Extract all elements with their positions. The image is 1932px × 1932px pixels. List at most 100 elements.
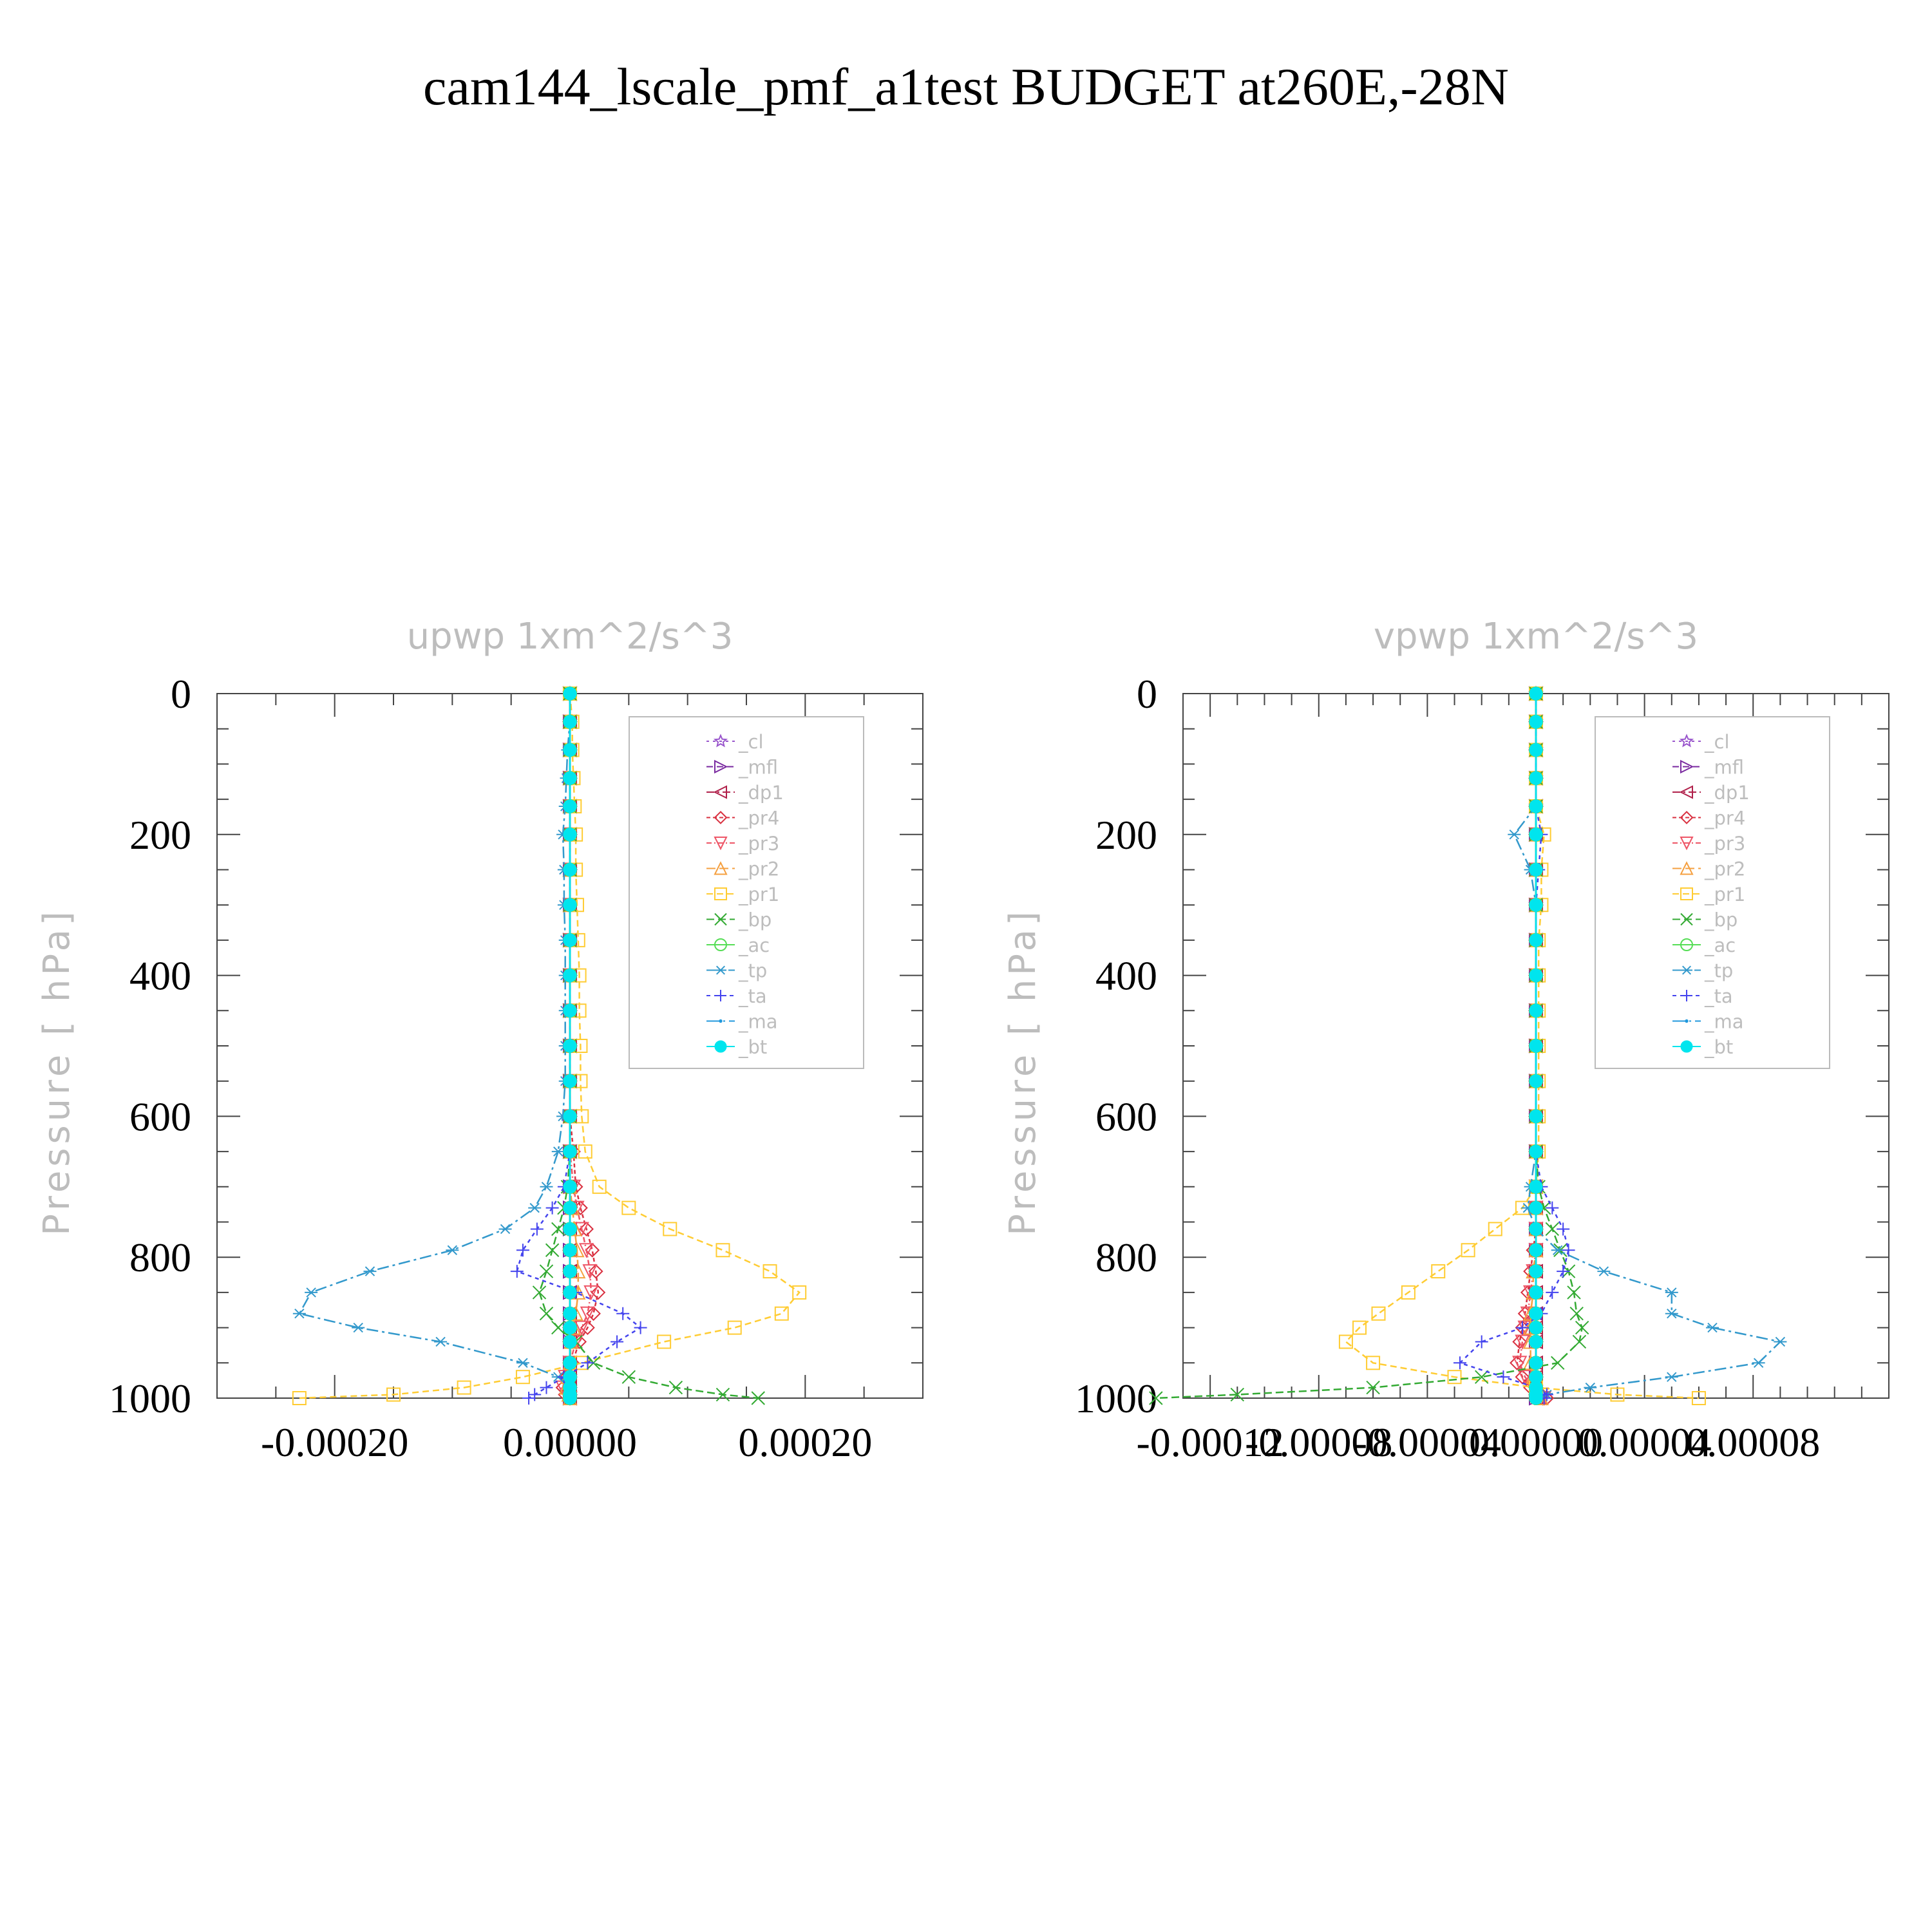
y-tick-label: 600 (129, 1094, 191, 1139)
data-point (1517, 1370, 1533, 1385)
data-point (1529, 1243, 1543, 1257)
y-tick-label: 200 (129, 812, 191, 858)
data-point (530, 1222, 544, 1236)
data-point (1691, 1391, 1706, 1405)
data-point (1557, 1265, 1570, 1278)
data-point (1529, 799, 1543, 813)
x-tick-label: -0.00020 (261, 1419, 408, 1465)
legend-marker (1681, 990, 1692, 1001)
legend-marker (714, 759, 728, 774)
data-point (1512, 1334, 1528, 1349)
data-point (498, 1224, 512, 1235)
data-point (1453, 1356, 1466, 1370)
legend-label: _bt (1704, 1036, 1733, 1058)
x-tick-label: -0.00012 (1136, 1419, 1283, 1465)
legend-label: _cl (1704, 731, 1730, 753)
data-point (1545, 1222, 1559, 1236)
data-point (545, 1243, 560, 1257)
y-tick-label: 1000 (1075, 1376, 1157, 1421)
data-point (1584, 1382, 1597, 1393)
data-point (1529, 933, 1543, 947)
legend-marker (1680, 887, 1693, 900)
legend-label: _pr1 (1704, 884, 1745, 905)
legend-box (629, 716, 864, 1069)
data-point (1529, 1039, 1543, 1053)
legend-label: _mfl (738, 757, 778, 779)
y-tick-label: 0 (171, 671, 191, 717)
legend-marker (1680, 759, 1694, 774)
legend-label: _pr2 (1704, 858, 1745, 880)
legend-marker (714, 837, 728, 851)
data-point (1475, 1335, 1488, 1349)
legend-label: _ma (1704, 1011, 1744, 1033)
legend-marker (714, 938, 727, 951)
legend-marker (1680, 811, 1694, 824)
data-point (1461, 1243, 1475, 1258)
legend-label: _pr3 (738, 833, 779, 855)
y-tick-label: 400 (129, 953, 191, 999)
legend-marker (714, 811, 728, 824)
data-point (578, 1243, 594, 1258)
data-point (515, 1370, 530, 1385)
data-point (715, 1243, 730, 1258)
x-tick-label: 0.00004 (1578, 1419, 1712, 1465)
data-point (1512, 1356, 1528, 1371)
data-point (292, 1391, 307, 1405)
legend-label: _dp1 (1704, 782, 1750, 804)
data-point (634, 1321, 647, 1334)
data-point (1665, 1309, 1678, 1319)
data-point (715, 1387, 730, 1402)
y-tick-label: 0 (1137, 671, 1157, 717)
y-axis-label: Pressure [ hPa] (36, 907, 78, 1235)
data-point (1529, 828, 1543, 842)
data-point (563, 1222, 577, 1236)
legend-marker (714, 861, 728, 875)
data-point (621, 1200, 636, 1215)
y-axis: 0 200 400 600 800 1000 (1075, 671, 1889, 1421)
data-point (540, 1182, 553, 1192)
y-tick-label: 400 (1095, 953, 1157, 999)
data-point (657, 1334, 672, 1349)
y-axis: 0 200 400 600 800 1000 (109, 671, 923, 1421)
legend: _cl _mfl _dp1 _pr4 _pr3 _pr2 _pr1 _bp _ac _tp _ta _… (1595, 716, 1830, 1069)
chart-panel-1: upwp 1xm^2/s^3 Pressure [ hPa] 0 200 400 600 8… (36, 616, 923, 1465)
series-group (1149, 685, 1787, 1406)
data-point (551, 1222, 565, 1236)
data-point (1529, 1264, 1543, 1278)
data-point (563, 1201, 577, 1215)
data-point (1575, 1320, 1589, 1335)
x-tick-label: 0.00000 (1469, 1419, 1603, 1465)
data-point (1447, 1370, 1462, 1385)
legend-label: _ma (738, 1011, 778, 1033)
legend-label: _tp (738, 960, 767, 982)
legend-marker (1680, 861, 1694, 875)
data-point (616, 1307, 630, 1320)
legend-marker (714, 1040, 727, 1053)
data-point (668, 1380, 683, 1395)
chart-panel-2: vpwp 1xm^2/s^3 Pressure [ hPa] 0 200 400 600 8… (1002, 616, 1889, 1465)
data-point (563, 828, 577, 842)
series-line_pr1 (299, 693, 801, 1399)
x-tick-label: -0.00008 (1245, 1419, 1392, 1465)
data-point (581, 1356, 594, 1370)
data-point (563, 1180, 577, 1194)
data-point (1529, 1391, 1543, 1405)
legend-marker (1679, 785, 1693, 799)
legend-marker (1679, 734, 1694, 748)
legend-label: _ta (738, 985, 767, 1007)
legend-marker (713, 785, 727, 799)
data-point (1371, 1306, 1386, 1321)
data-point (663, 1222, 677, 1236)
legend-marker (714, 913, 727, 926)
data-point (727, 1320, 742, 1335)
data-point (1431, 1264, 1446, 1279)
data-point (1529, 1321, 1543, 1335)
legend-label: _bt (738, 1036, 767, 1058)
data-point (1529, 1307, 1543, 1321)
data-point (574, 1320, 589, 1336)
data-point (1401, 1285, 1416, 1300)
data-point (1529, 771, 1543, 785)
data-point (563, 771, 577, 785)
data-point (434, 1336, 448, 1347)
data-point (563, 933, 577, 947)
